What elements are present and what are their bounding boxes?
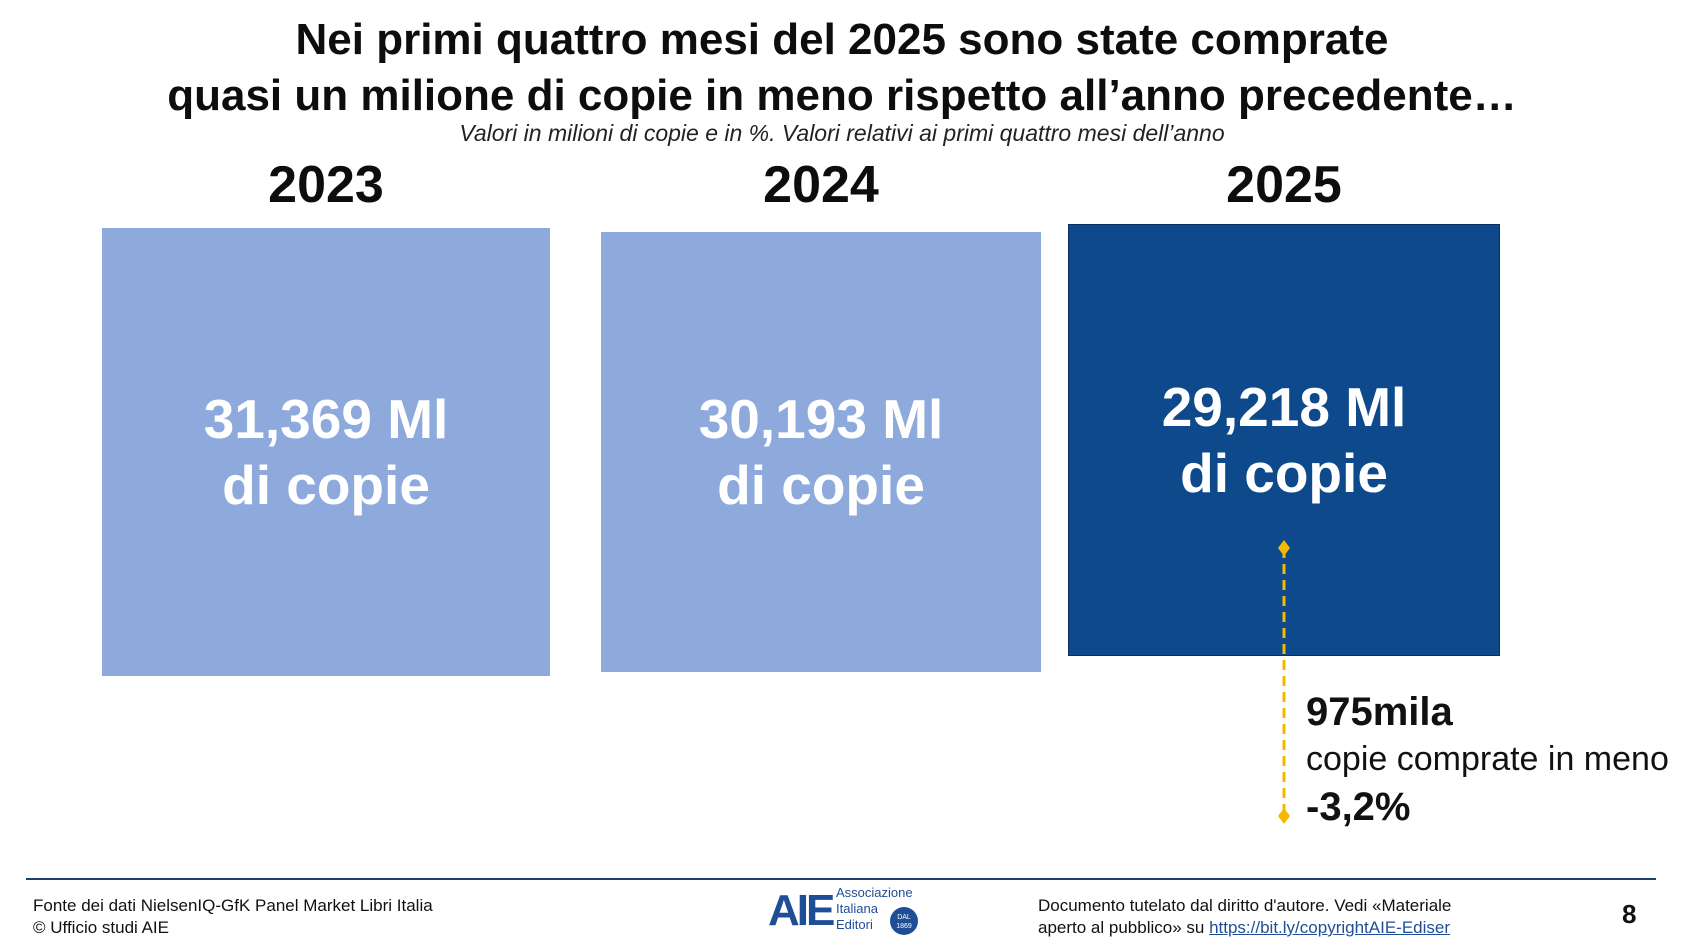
copyright-office: © Ufficio studi AIE — [33, 918, 169, 937]
bar-value-label-2024: 30,193 Ml — [698, 388, 944, 450]
subtitle: Valori in milioni di copie e in %. Valor… — [459, 120, 1225, 146]
logo-name-line-2: Italiana — [836, 901, 878, 916]
page-title: Nei primi quattro mesi del 2025 sono sta… — [0, 12, 1684, 124]
bar-2024: 30,193 Ml di copie — [601, 232, 1041, 672]
copyright-line-2-text: aperto al pubblico» su — [1038, 918, 1205, 937]
copyright-link[interactable]: https://bit.ly/copyrightAIE-Ediser — [1209, 918, 1451, 937]
page-number: 8 — [1622, 899, 1637, 929]
arrow-bottom-marker — [1278, 808, 1290, 824]
logo-name-line-3: Editori — [836, 917, 873, 932]
source-line: Fonte dei dati NielsenIQ-GfK Panel Marke… — [33, 896, 433, 915]
arrow-top-marker — [1278, 540, 1290, 556]
bar-unit-label-2023: di copie — [222, 454, 430, 516]
logo-name-line-1: Associazione — [836, 885, 913, 900]
copyright-line-1: Documento tutelato dal diritto d'autore.… — [1038, 896, 1452, 915]
difference-annotation: 975mila copie comprate in meno -3,2% — [1306, 688, 1684, 832]
logo-seal-line-2: 1869 — [896, 923, 912, 930]
logo-mark: AIE — [768, 886, 835, 935]
difference-description: copie comprate in meno — [1306, 740, 1669, 778]
bar-2023: 31,369 Ml di copie — [102, 228, 550, 676]
title-line-1: Nei primi quattro mesi del 2025 sono sta… — [295, 15, 1389, 64]
bar-unit-label-2024: di copie — [717, 454, 925, 516]
footer-source: Fonte dei dati NielsenIQ-GfK Panel Marke… — [33, 895, 433, 939]
year-label-2023: 2023 — [268, 156, 384, 214]
logo-seal-line-1: DAL — [897, 914, 911, 921]
title-line-2: quasi un milione di copie in meno rispet… — [167, 71, 1517, 120]
year-label-2025: 2025 — [1226, 156, 1342, 214]
bar-unit-label-2025: di copie — [1180, 442, 1388, 504]
year-label-2024: 2024 — [763, 156, 879, 214]
logo-name: Associazione Italiana Editori — [836, 885, 913, 933]
logo-seal: DAL 1869 — [890, 907, 918, 935]
copyright-line-2: aperto al pubblico» su https://bit.ly/co… — [1038, 917, 1451, 939]
difference-percent: -3,2% — [1306, 785, 1411, 829]
bar-value-label-2023: 31,369 Ml — [203, 388, 449, 450]
bar-value-label-2025: 29,218 Ml — [1161, 376, 1407, 438]
difference-amount: 975mila — [1306, 690, 1453, 734]
footer-divider — [26, 878, 1656, 880]
footer-copyright: Documento tutelato dal diritto d'autore.… — [1038, 895, 1451, 939]
aie-logo: AIE Associazione Italiana Editori DAL 18… — [768, 885, 928, 935]
